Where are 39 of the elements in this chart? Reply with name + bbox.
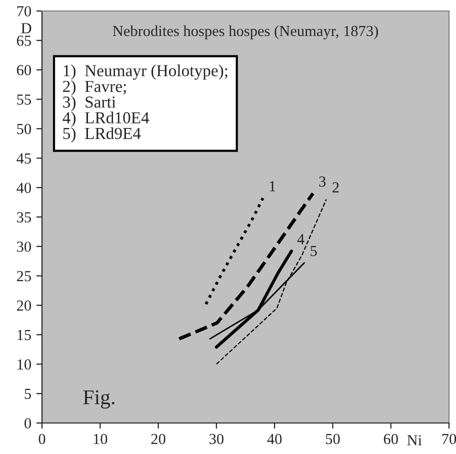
y-tick-label: 50 xyxy=(17,124,31,134)
y-tick-label: 60 xyxy=(16,65,31,76)
y-tick-label: 35 xyxy=(17,212,31,222)
x-tick-label: 30 xyxy=(210,434,224,444)
series-label: 5 xyxy=(310,246,317,256)
y-tick-label: 25 xyxy=(16,271,31,282)
series-label: 1 xyxy=(270,181,276,192)
annotation: Fig. xyxy=(83,390,114,409)
text: Nebrodites hospes hospes (Neumayr, 1873) xyxy=(112,25,378,40)
series-label: 4 xyxy=(297,234,304,244)
y-axis-title: D xyxy=(21,23,32,34)
y-tick-label: 20 xyxy=(16,300,31,311)
line-series xyxy=(204,196,264,306)
y-tick-label: 70 xyxy=(17,6,31,16)
x-tick-label: 20 xyxy=(151,434,166,444)
y-tick-label: 5 xyxy=(24,388,31,400)
annotation: 1) Neumayr (Holotype); xyxy=(64,64,228,80)
annotation: 3) Sarti xyxy=(63,96,116,112)
y-tick-label: 0 xyxy=(24,418,31,428)
y-tick-label: 65 xyxy=(16,36,31,46)
y-tick-label: 10 xyxy=(18,359,31,370)
x-tick-label: 60 xyxy=(384,434,398,444)
series-label: 2 xyxy=(332,182,339,192)
y-tick-label: 15 xyxy=(18,330,31,340)
annotation: 5) LRd9E4 xyxy=(63,127,141,142)
x-tick-label: 40 xyxy=(267,434,282,444)
x-tick-label: 70 xyxy=(442,434,456,444)
annotation: 2) Favre; xyxy=(63,80,126,96)
y-tick-label: 30 xyxy=(17,242,31,252)
x-tick-label: 10 xyxy=(94,434,108,444)
annotation: 4) LRd10E4 xyxy=(62,112,150,127)
y-tick-label: 55 xyxy=(17,94,31,105)
y-tick-label: 45 xyxy=(16,153,31,164)
x-axis-title: Ni xyxy=(407,435,422,446)
line-series xyxy=(178,192,315,341)
x-tick-label: 0 xyxy=(38,434,46,444)
series-label: 3 xyxy=(319,176,326,187)
y-tick-label: 40 xyxy=(16,182,31,194)
x-tick-label: 50 xyxy=(326,434,340,444)
